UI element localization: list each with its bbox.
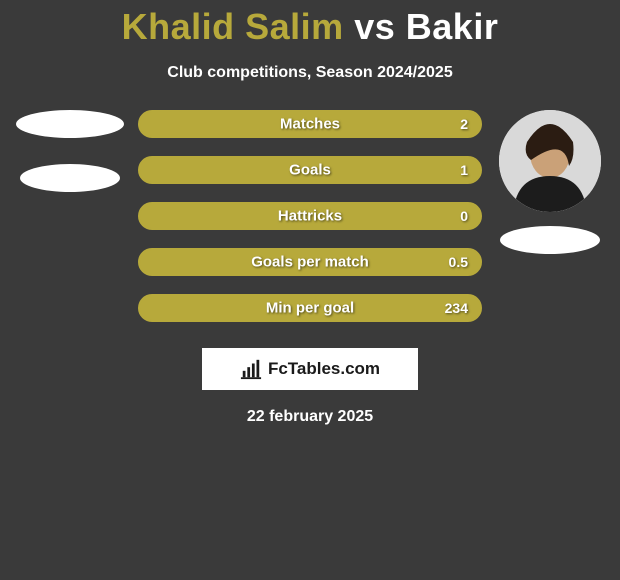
site-logo: FcTables.com xyxy=(202,348,418,390)
stat-value: 2 xyxy=(460,116,468,132)
stat-label: Goals xyxy=(289,162,331,179)
comparison-columns: Matches 2 Goals 1 Hattricks 0 Goals per … xyxy=(0,110,620,322)
player-right-column xyxy=(490,110,610,254)
stat-value: 0 xyxy=(460,208,468,224)
player-left-column xyxy=(10,110,130,192)
player-right-avatar xyxy=(499,110,601,212)
stat-value: 1 xyxy=(460,162,468,178)
stat-bar: Min per goal 234 xyxy=(138,294,482,322)
stat-label: Goals per match xyxy=(251,254,369,271)
avatar-icon xyxy=(499,110,601,212)
player-right-club-placeholder xyxy=(500,226,600,254)
site-logo-text: FcTables.com xyxy=(268,359,380,379)
infographic-root: Khalid Salim vs Bakir Club competitions,… xyxy=(0,0,620,426)
title-vs: vs xyxy=(354,6,395,47)
page-title: Khalid Salim vs Bakir xyxy=(0,0,620,54)
stat-bars: Matches 2 Goals 1 Hattricks 0 Goals per … xyxy=(138,110,482,322)
stat-bar: Matches 2 xyxy=(138,110,482,138)
stat-label: Matches xyxy=(280,116,340,133)
stat-value: 0.5 xyxy=(449,254,468,270)
player-left-avatar-placeholder xyxy=(16,110,124,138)
subtitle: Club competitions, Season 2024/2025 xyxy=(0,64,620,82)
stat-bar: Hattricks 0 xyxy=(138,202,482,230)
player-left-club-placeholder xyxy=(20,164,120,192)
title-player-b: Bakir xyxy=(406,6,499,47)
stat-bar: Goals 1 xyxy=(138,156,482,184)
bar-chart-icon xyxy=(240,358,262,380)
stat-value: 234 xyxy=(445,300,468,316)
title-player-a: Khalid Salim xyxy=(122,6,344,47)
stat-bar: Goals per match 0.5 xyxy=(138,248,482,276)
stat-label: Hattricks xyxy=(278,208,342,225)
stat-label: Min per goal xyxy=(266,300,354,317)
date-text: 22 february 2025 xyxy=(0,408,620,426)
